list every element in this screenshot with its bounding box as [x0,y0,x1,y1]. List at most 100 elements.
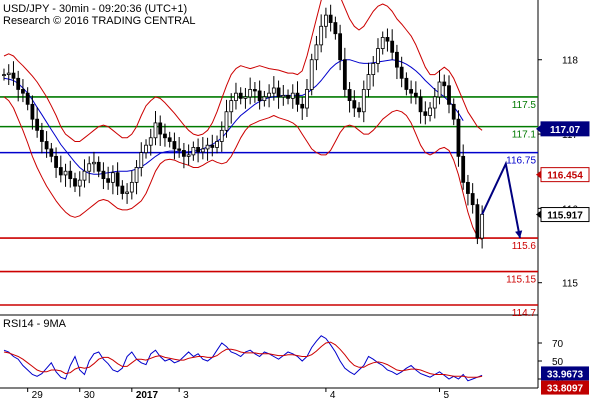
candle-body [366,74,371,90]
candle-body [163,133,167,139]
price-tag-label-0: 117.07 [550,125,580,136]
time-tick-label-0: 29 [32,390,44,400]
candle-body [319,25,324,46]
candle-body [115,172,120,187]
candle-body [92,161,96,165]
projection-layer [481,160,523,239]
candle-body [466,181,470,194]
candle-body [191,147,196,156]
candle-body [461,155,466,183]
candle-body [167,137,172,142]
candle-body [314,44,319,61]
candle-body [428,107,432,116]
candle-body [324,14,328,27]
rsi-tag-label-1: 33.8097 [547,384,584,395]
price-tag-pointer-1 [536,170,541,179]
levels-layer: 117.5 117.1 116.75 115.6 115.15 114.7 [0,96,538,319]
candle-body [252,89,257,92]
candle-body [25,92,30,105]
candle-body [2,74,6,76]
candle-body [281,95,286,98]
candle-body [30,103,35,120]
bollinger-lower-line [3,96,483,241]
candle-body [442,81,447,87]
candle-body [49,148,54,157]
candle-body [215,141,219,148]
candle-body [262,96,267,102]
time-tick-label-3: 3 [183,390,189,400]
candle-body [16,77,21,90]
candle-body [44,141,49,150]
rsi-tick-label-2: 30 [552,375,564,386]
level-label-2: 116.75 [506,156,536,167]
candle-body [181,150,186,157]
candle-body [153,122,158,139]
rsi-tag-box-0 [541,366,589,381]
candle-body [361,89,366,113]
moving-average-line [3,59,464,175]
candle-body [6,72,11,75]
candle-body [347,89,352,102]
candle-body [68,170,73,180]
candle-body [418,96,423,113]
candle-body [196,147,200,153]
candle-body [219,129,224,142]
projection-path [481,160,521,239]
candle-body [172,141,177,150]
candle-body [200,148,205,153]
candle-body [248,89,253,98]
candle-body [77,179,82,187]
candle-body [224,111,229,131]
bollinger-upper-line [3,0,483,142]
time-tick-label-2: 2017 [136,390,159,400]
candle-body [257,90,262,102]
candles-layer [2,4,485,249]
candle-body [35,118,40,131]
price-tag-label-2: 115.917 [547,211,583,222]
candle-body [229,100,234,113]
candle-body [120,185,125,194]
candle-body [333,22,338,35]
level-label-1: 117.1 [512,130,537,141]
candle-body [210,144,215,148]
candle-body [106,178,111,183]
indicators-layer [3,0,483,241]
candle-body [125,191,129,194]
candle-body [87,163,92,172]
candle-body [134,167,139,183]
candle-body [101,170,106,180]
candle-body [404,77,409,90]
rsi-label: RSI14 - 9MA [3,318,67,330]
candle-body [380,37,385,49]
candle-body [352,100,357,109]
candle-body [271,87,276,94]
time-tick-label-1: 30 [84,390,96,400]
candle-body [423,111,428,116]
rsi-layer [3,335,483,382]
candle-body [447,85,451,105]
candle-body [54,155,58,168]
candle-body [110,172,115,183]
rsi-tag-label-0: 33.9673 [547,369,584,380]
tags-layer: 117.07 116.454 115.917 33.9673 33.8097 [536,121,590,395]
candle-body [338,33,343,61]
candle-body [267,92,272,98]
candle-body [328,14,333,23]
price-tick-label-0: 118 [562,56,578,67]
candle-body [300,103,305,109]
candle-body [480,213,485,239]
candle-body [177,148,182,151]
candle-body [413,92,418,98]
candle-body [432,96,437,109]
price-tick-label-3: 115 [562,279,578,290]
candle-body [376,48,380,64]
candle-body [385,37,390,42]
candle-body [451,103,456,120]
candle-body [73,178,77,187]
candle-body [357,107,361,113]
rsi-tick-label-1: 50 [552,357,564,368]
candle-body [238,92,243,99]
price-tag-label-1: 116.454 [547,171,583,182]
candle-body [295,92,300,105]
candle-body [286,95,290,99]
